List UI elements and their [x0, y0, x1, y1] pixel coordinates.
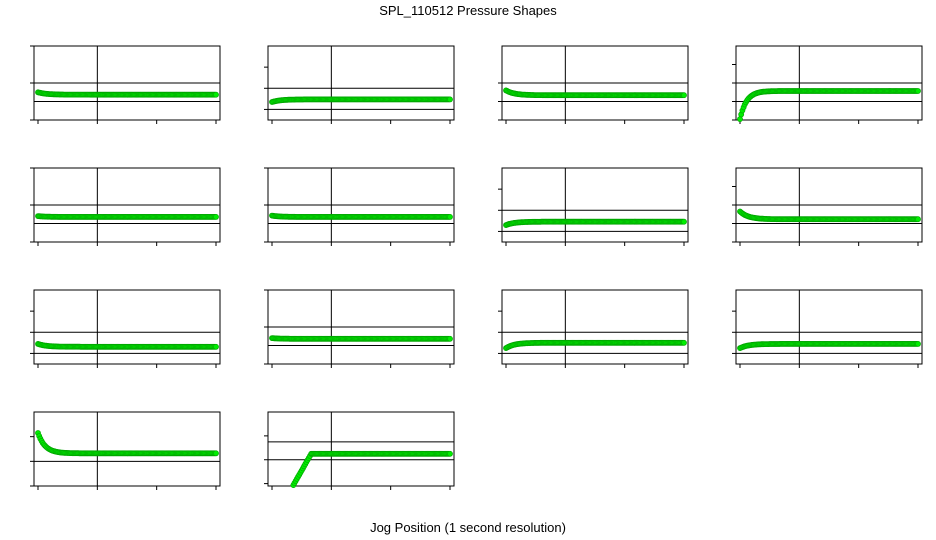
data-points: [503, 339, 687, 351]
chart-panel-12: [732, 289, 923, 368]
plot-frame: [501, 167, 689, 243]
data-points: [269, 335, 453, 342]
data-points: [35, 430, 219, 457]
chart-panel-9: [30, 289, 221, 368]
data-points: [503, 87, 687, 99]
data-points: [737, 208, 921, 223]
data-point: [447, 96, 453, 103]
data-point: [213, 450, 219, 457]
chart-panel-1: [30, 45, 221, 124]
plot-frame: [735, 289, 923, 365]
panels: [30, 45, 923, 490]
chart-panel-5: [30, 167, 221, 246]
plot-frame: [33, 289, 221, 365]
data-point: [213, 343, 219, 350]
chart-panel-10: [264, 289, 455, 368]
chart-panel-4: [732, 45, 923, 124]
data-points: [35, 89, 219, 98]
data-points: [269, 212, 453, 220]
chart-panel-2: [264, 45, 455, 124]
data-point: [681, 339, 687, 346]
plot-frame: [267, 411, 455, 487]
data-points: [35, 340, 219, 350]
data-point: [681, 92, 687, 99]
data-point: [737, 116, 743, 122]
data-points: [35, 213, 219, 220]
chart-panel-13: [30, 411, 221, 490]
data-point: [681, 218, 687, 225]
data-point: [213, 91, 219, 98]
data-points: [269, 96, 453, 105]
data-point: [915, 340, 921, 347]
chart-panel-3: [498, 45, 689, 124]
chart-panel-6: [264, 167, 455, 246]
data-point: [447, 450, 453, 457]
data-points: [503, 218, 687, 228]
data-points: [737, 88, 921, 122]
data-point: [447, 213, 453, 220]
data-points: [737, 340, 921, 351]
data-point: [915, 88, 921, 94]
data-point: [447, 335, 453, 342]
main-title: SPL_110512 Pressure Shapes: [379, 3, 557, 18]
plot-frame: [267, 45, 455, 121]
data-point: [213, 213, 219, 220]
plot-frame: [33, 411, 221, 487]
global-x-label: Jog Position (1 second resolution): [370, 520, 566, 535]
plot-frame: [501, 289, 689, 365]
chart-panel-8: [732, 167, 923, 246]
data-points: [290, 450, 453, 488]
chart-panel-14: [264, 411, 455, 490]
chart-panel-11: [498, 289, 689, 368]
chart-panel-7: [498, 167, 689, 246]
data-point: [915, 216, 921, 223]
